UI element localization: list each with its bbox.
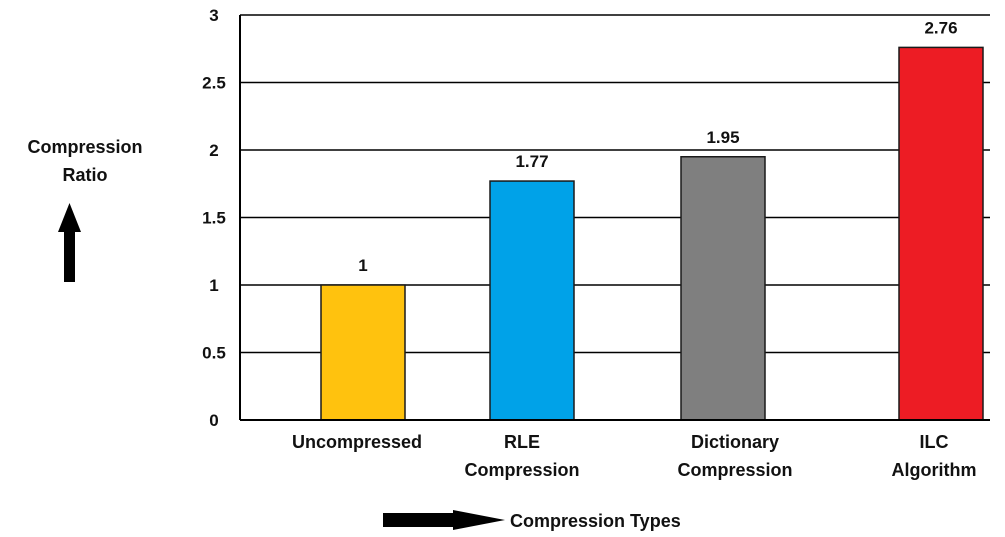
category-label: ILC <box>920 432 949 452</box>
y-axis-label: Compression <box>27 137 142 157</box>
y-tick-label: 3 <box>209 6 218 25</box>
category-label: RLE <box>504 432 540 452</box>
x-arrow-shaft <box>383 513 453 527</box>
data-label: 1.95 <box>706 128 739 147</box>
data-label: 2.76 <box>924 18 957 37</box>
y-tick-label: 2 <box>209 141 218 160</box>
y-axis-label: Ratio <box>63 165 108 185</box>
category-label: Dictionary <box>691 432 779 452</box>
bar <box>320 284 406 421</box>
bar <box>680 156 766 421</box>
y-arrow-head <box>58 203 81 232</box>
category-label: Compression <box>464 460 579 480</box>
y-tick-label: 0 <box>209 411 218 430</box>
category-label: Compression <box>677 460 792 480</box>
data-label: 1.77 <box>515 152 548 171</box>
bar <box>898 46 984 421</box>
category-label: Algorithm <box>892 460 977 480</box>
y-tick-label: 1 <box>209 276 218 295</box>
x-axis-label: Compression Types <box>510 511 681 531</box>
y-tick-label: 2.5 <box>202 74 226 93</box>
data-label: 1 <box>358 256 367 275</box>
x-arrow-head <box>453 510 505 530</box>
y-arrow-shaft <box>64 230 75 282</box>
bar <box>489 180 575 421</box>
y-tick-label: 1.5 <box>202 209 226 228</box>
y-tick-label: 0.5 <box>202 344 226 363</box>
category-label: Uncompressed <box>292 432 422 452</box>
